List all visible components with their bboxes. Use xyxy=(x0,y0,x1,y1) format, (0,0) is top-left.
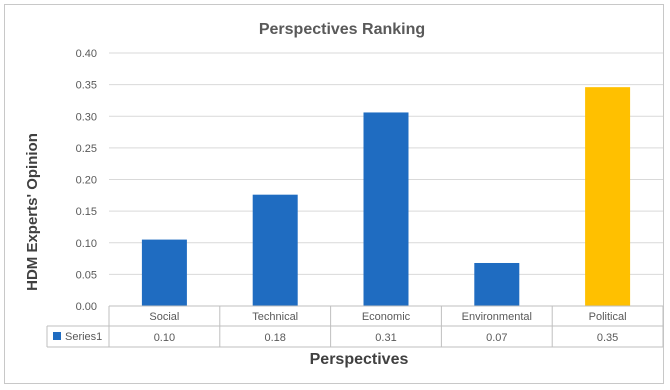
table-value-cell: 0.10 xyxy=(154,332,175,344)
table-value-cell: 0.07 xyxy=(486,332,507,344)
y-tick-label: 0.35 xyxy=(76,80,97,92)
chart-title: Perspectives Ranking xyxy=(259,21,425,38)
legend-key-swatch xyxy=(53,332,61,340)
x-tick-label: Technical xyxy=(252,311,298,323)
bar xyxy=(363,112,409,306)
y-axis-title: HDM Experts' Opinion xyxy=(24,133,41,291)
x-tick-label: Social xyxy=(149,311,179,323)
x-tick-label: Environmental xyxy=(462,311,532,323)
y-tick-label: 0.20 xyxy=(76,175,97,187)
y-tick-label: 0.05 xyxy=(76,269,97,281)
x-tick-label: Political xyxy=(589,311,627,323)
y-tick-label: 0.15 xyxy=(76,206,97,218)
bar-chart: Perspectives Ranking HDM Experts' Opinio… xyxy=(24,21,664,368)
bars xyxy=(141,87,631,306)
table-value-cell: 0.31 xyxy=(375,332,396,344)
bar xyxy=(474,262,520,306)
table-value-cell: 0.35 xyxy=(597,332,618,344)
bar xyxy=(141,239,187,306)
chart-frame: Perspectives Ranking HDM Experts' Opinio… xyxy=(4,4,664,384)
x-axis-title: Perspectives xyxy=(310,351,409,368)
x-tick-label: Economic xyxy=(362,311,411,323)
y-tick-label: 0.25 xyxy=(76,143,97,155)
data-table: Social 0.10 Technical 0.18 Economic 0.31 Envir… xyxy=(46,305,664,348)
y-tick-label: 0.00 xyxy=(76,301,97,313)
legend-series-name: Series1 xyxy=(65,331,102,343)
y-tick-labels: 0.00 0.05 0.10 0.15 0.20 0.25 0.30 0.35 0.40 xyxy=(76,48,97,313)
bar xyxy=(252,194,298,306)
y-tick-label: 0.40 xyxy=(76,48,97,60)
bar xyxy=(585,87,631,306)
y-tick-label: 0.30 xyxy=(76,111,97,123)
y-tick-label: 0.10 xyxy=(76,238,97,250)
table-value-cell: 0.18 xyxy=(264,332,285,344)
